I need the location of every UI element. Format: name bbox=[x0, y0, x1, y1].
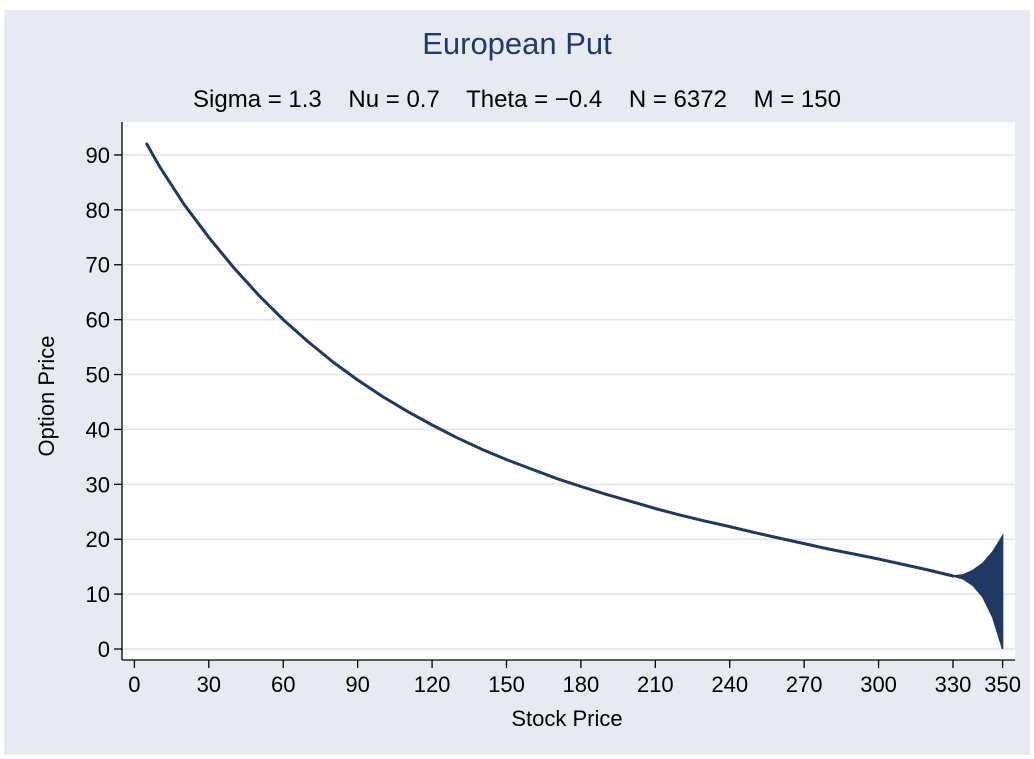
y-tick-label-40: 40 bbox=[86, 417, 110, 442]
y-tick-label-20: 20 bbox=[86, 527, 110, 552]
x-tick-label-120: 120 bbox=[414, 672, 451, 697]
x-tick-label-180: 180 bbox=[563, 672, 600, 697]
series-line-0 bbox=[145, 142, 955, 578]
chart-title: European Put bbox=[422, 26, 612, 61]
plot-area bbox=[122, 122, 1015, 660]
x-axis-label: Stock Price bbox=[511, 706, 622, 731]
x-tick-label-300: 300 bbox=[860, 672, 897, 697]
grid-lines bbox=[122, 154, 1015, 650]
y-tick-label-30: 30 bbox=[86, 472, 110, 497]
y-tick-label-80: 80 bbox=[86, 198, 110, 223]
y-tick-label-50: 50 bbox=[86, 363, 110, 388]
x-tick-label-350: 350 bbox=[984, 672, 1021, 697]
x-tick-label-270: 270 bbox=[786, 672, 823, 697]
chart-subtitle: Sigma = 1.3 Nu = 0.7 Theta = −0.4 N = 63… bbox=[193, 86, 841, 113]
y-tick-label-70: 70 bbox=[86, 253, 110, 278]
x-tick-label-210: 210 bbox=[637, 672, 674, 697]
oscillation-band bbox=[952, 533, 1004, 650]
y-tick-label-10: 10 bbox=[86, 582, 110, 607]
x-tick-label-0: 0 bbox=[128, 672, 140, 697]
x-tick-label-150: 150 bbox=[488, 672, 525, 697]
axes: 0 10 20 30 40 50 60 70 80 90 0 30 60 90 120 150 180 210 24… bbox=[86, 122, 1021, 697]
x-tick-label-60: 60 bbox=[271, 672, 295, 697]
x-tick-label-90: 90 bbox=[345, 672, 369, 697]
y-axis-label: Option Price bbox=[34, 335, 59, 456]
x-tick-label-240: 240 bbox=[711, 672, 748, 697]
y-tick-label-60: 60 bbox=[86, 308, 110, 333]
x-tick-label-330: 330 bbox=[935, 672, 972, 697]
series-layer bbox=[145, 142, 1004, 650]
y-tick-label-90: 90 bbox=[86, 143, 110, 168]
y-tick-label-0: 0 bbox=[98, 637, 110, 662]
x-tick-label-30: 30 bbox=[197, 672, 221, 697]
